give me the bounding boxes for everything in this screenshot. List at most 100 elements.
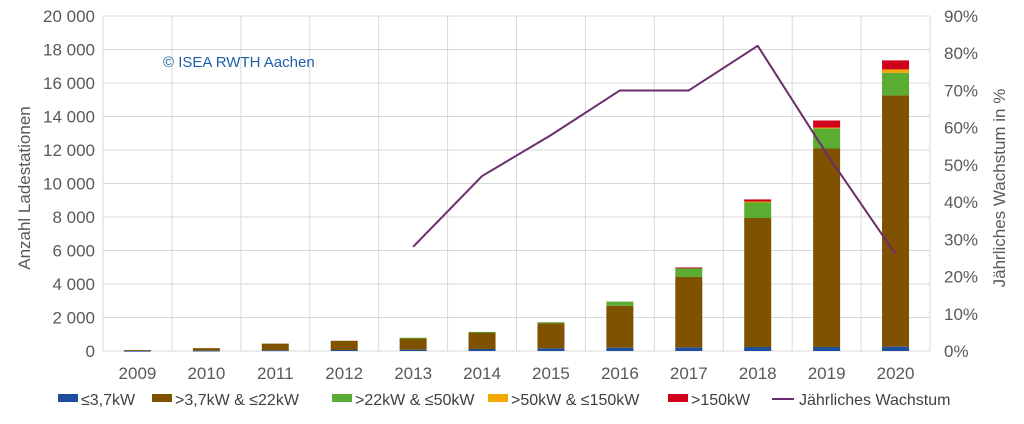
bar-segment xyxy=(468,332,496,349)
y2-axis-title: Jährliches Wachstum in % xyxy=(990,89,1009,288)
bar-segment xyxy=(399,337,427,350)
x-tick-label: 2016 xyxy=(601,364,639,383)
x-tick-label: 2018 xyxy=(739,364,777,383)
bar-segment xyxy=(330,349,358,351)
legend-swatch xyxy=(58,394,78,402)
bar-segment xyxy=(882,95,910,347)
legend-label: >22kW & ≤50kW xyxy=(355,392,475,409)
legend: ≤3,7kW >3,7kW & ≤22kW >22kW & ≤50kW >50kW &… xyxy=(58,392,950,409)
x-tick-label: 2017 xyxy=(670,364,708,383)
y-axis-title: Anzahl Ladestationen xyxy=(15,106,34,270)
x-tick-label: 2014 xyxy=(463,364,501,383)
bar-segment xyxy=(606,347,634,351)
bar-segment xyxy=(882,346,910,351)
bar-segment xyxy=(675,267,703,269)
bar-segment xyxy=(330,340,358,350)
y-tick-label: 0 xyxy=(86,342,95,361)
y2-tick-label: 20% xyxy=(944,268,978,287)
y-tick-label: 4 000 xyxy=(52,275,95,294)
legend-item: >3,7kW & ≤22kW xyxy=(152,392,300,409)
y-tick-label: 16 000 xyxy=(43,74,95,93)
x-tick-label: 2011 xyxy=(257,364,294,383)
bar-segment xyxy=(468,331,496,333)
bar-segment xyxy=(537,348,565,351)
bar-segment xyxy=(537,323,565,349)
growth-line-path xyxy=(412,44,897,255)
y-tick-label: 8 000 xyxy=(52,208,95,227)
legend-swatch xyxy=(668,394,688,402)
legend-item: >150kW xyxy=(668,392,751,409)
y-tick-label: 14 000 xyxy=(43,108,95,127)
bar-segment xyxy=(882,60,910,70)
bar-segment xyxy=(744,201,772,203)
y2-tick-label: 60% xyxy=(944,119,978,138)
y2-tick-label: 80% xyxy=(944,44,978,63)
x-axis-ticks: 2009 2010 2011 2012 2013 2014 2015 2016 2017 2018… xyxy=(119,364,915,383)
bar-segment xyxy=(261,350,289,352)
x-tick-label: 2020 xyxy=(877,364,915,383)
legend-swatch xyxy=(488,394,508,402)
bar-segment xyxy=(675,347,703,351)
x-tick-label: 2019 xyxy=(808,364,846,383)
right-axis-ticks: 0% 10% 20% 30% 40% 50% 60% 70% 80% 90% xyxy=(944,7,978,361)
bar-segment xyxy=(399,349,427,351)
bar-segment xyxy=(813,120,841,128)
legend-item: Jährliches Wachstum xyxy=(772,392,950,409)
legend-item: >22kW & ≤50kW xyxy=(332,392,475,409)
x-tick-label: 2015 xyxy=(532,364,570,383)
bar-segment xyxy=(675,267,703,277)
bar-segment xyxy=(123,349,151,351)
bar-segment xyxy=(882,72,910,96)
y2-tick-label: 30% xyxy=(944,230,978,249)
x-tick-label: 2009 xyxy=(119,364,157,383)
y2-tick-label: 10% xyxy=(944,305,978,324)
y-tick-label: 20 000 xyxy=(43,7,95,26)
bar-segment xyxy=(744,199,772,202)
bar-segment xyxy=(468,348,496,351)
legend-label: >150kW xyxy=(691,392,751,409)
y2-tick-label: 70% xyxy=(944,81,978,100)
bar-segment xyxy=(606,301,634,306)
bar-segment xyxy=(675,276,703,348)
grid-lines xyxy=(102,15,931,352)
bar-segment xyxy=(744,218,772,347)
bar-segment xyxy=(261,343,289,351)
legend-label: Jährliches Wachstum xyxy=(799,392,950,409)
bar-segment xyxy=(744,202,772,219)
y-tick-label: 10 000 xyxy=(43,175,95,194)
bar-stacks xyxy=(123,60,910,352)
copyright-annotation: © ISEA RWTH Aachen xyxy=(163,54,315,71)
y2-tick-label: 50% xyxy=(944,156,978,175)
legend-swatch xyxy=(152,394,172,402)
growth-line xyxy=(412,44,897,255)
legend-item: >50kW & ≤150kW xyxy=(488,392,640,409)
y2-tick-label: 90% xyxy=(944,7,978,26)
bar-segment xyxy=(744,346,772,351)
x-tick-label: 2012 xyxy=(325,364,363,383)
legend-label: ≤3,7kW xyxy=(81,392,136,409)
bar-segment xyxy=(606,305,634,348)
y-tick-label: 18 000 xyxy=(43,41,95,60)
y2-tick-label: 40% xyxy=(944,193,978,212)
bar-segment xyxy=(813,346,841,351)
bar-segment xyxy=(813,127,841,129)
bar-segment xyxy=(813,148,841,347)
y-tick-label: 2 000 xyxy=(52,309,95,328)
legend-swatch xyxy=(332,394,352,402)
legend-label: >3,7kW & ≤22kW xyxy=(175,392,300,409)
x-tick-label: 2010 xyxy=(187,364,225,383)
legend-label: >50kW & ≤150kW xyxy=(511,392,640,409)
y2-tick-label: 0% xyxy=(944,342,969,361)
x-tick-label: 2013 xyxy=(394,364,432,383)
bar-segment xyxy=(192,350,220,352)
legend-item: ≤3,7kW xyxy=(58,392,136,409)
y-tick-label: 12 000 xyxy=(43,141,95,160)
bar-segment xyxy=(882,69,910,73)
left-axis-ticks: 0 2 000 4 000 6 000 8 000 10 000 12 000 14 000 1… xyxy=(43,7,95,361)
bar-segment xyxy=(537,322,565,324)
bar-segment xyxy=(192,348,220,351)
bar-segment xyxy=(123,350,151,352)
y-tick-label: 6 000 xyxy=(52,242,95,261)
bar-segment xyxy=(399,337,427,339)
